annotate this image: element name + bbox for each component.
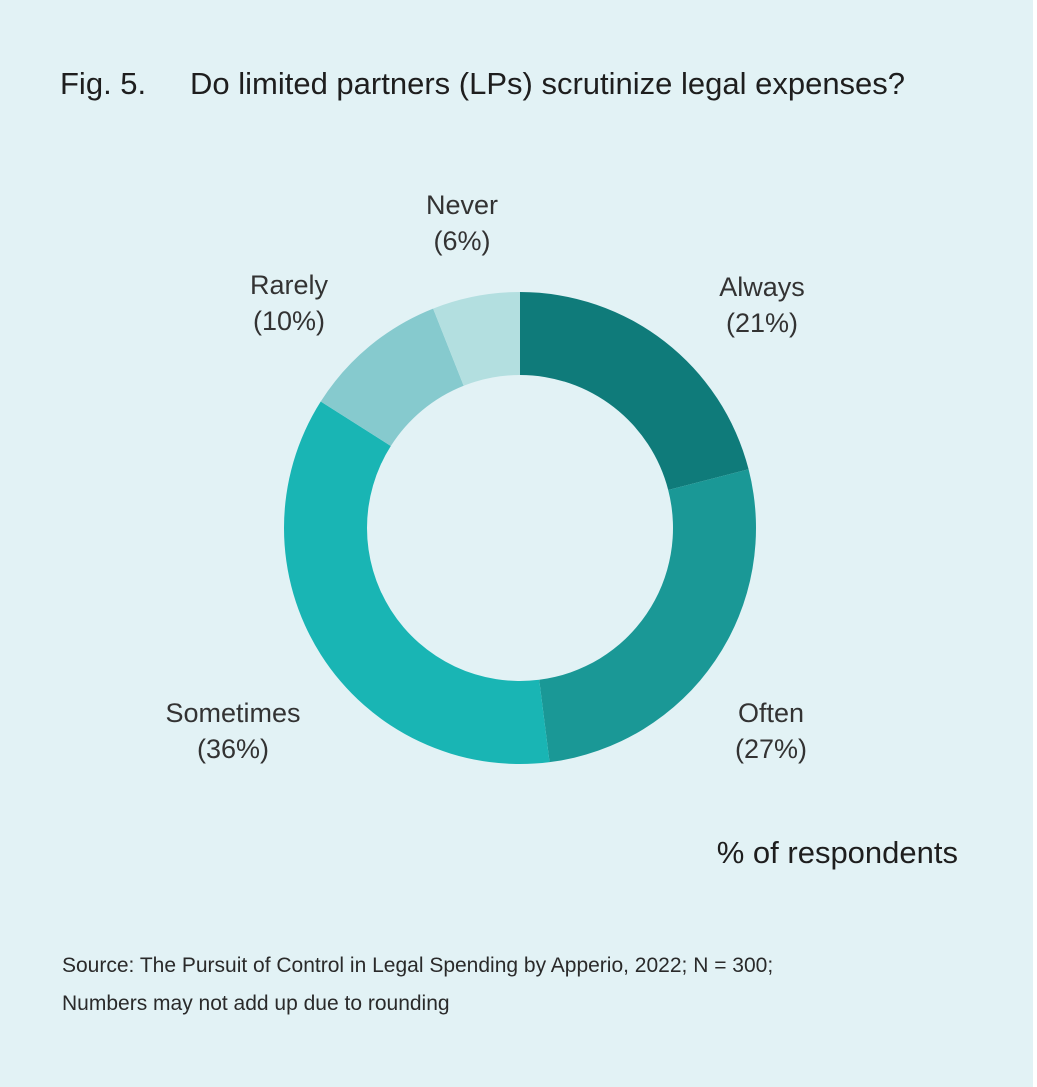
chart-title: Do limited partners (LPs) scrutinize leg…: [190, 66, 906, 101]
slice-value-label-rarely: (10%): [253, 306, 325, 336]
source-line-2: Numbers may not add up due to rounding: [62, 992, 450, 1015]
slice-label-often: Often: [738, 698, 804, 728]
unit-note: % of respondents: [716, 835, 958, 870]
slice-sometimes: [284, 401, 550, 765]
donut-labels: Always (21%) Often (27%) Sometimes (36%) Rarel…: [165, 190, 807, 764]
slice-never: [433, 292, 520, 386]
slice-label-sometimes: Sometimes: [165, 698, 300, 728]
slice-value-label-always: (21%): [726, 308, 798, 338]
slice-often: [539, 469, 757, 763]
slice-value-label-often: (27%): [735, 734, 807, 764]
slice-label-never: Never: [426, 190, 498, 220]
slice-label-rarely: Rarely: [250, 270, 329, 300]
slice-value-label-never: (6%): [433, 226, 490, 256]
slice-value-label-sometimes: (36%): [197, 734, 269, 764]
donut-slices: [284, 292, 757, 765]
slice-label-always: Always: [719, 272, 805, 302]
source-line-1: Source: The Pursuit of Control in Legal …: [62, 954, 774, 977]
figure-number: Fig. 5.: [60, 66, 147, 101]
slice-rarely: [320, 308, 464, 447]
source-note: Source: The Pursuit of Control in Legal …: [62, 947, 773, 1023]
slice-always: [520, 292, 749, 490]
